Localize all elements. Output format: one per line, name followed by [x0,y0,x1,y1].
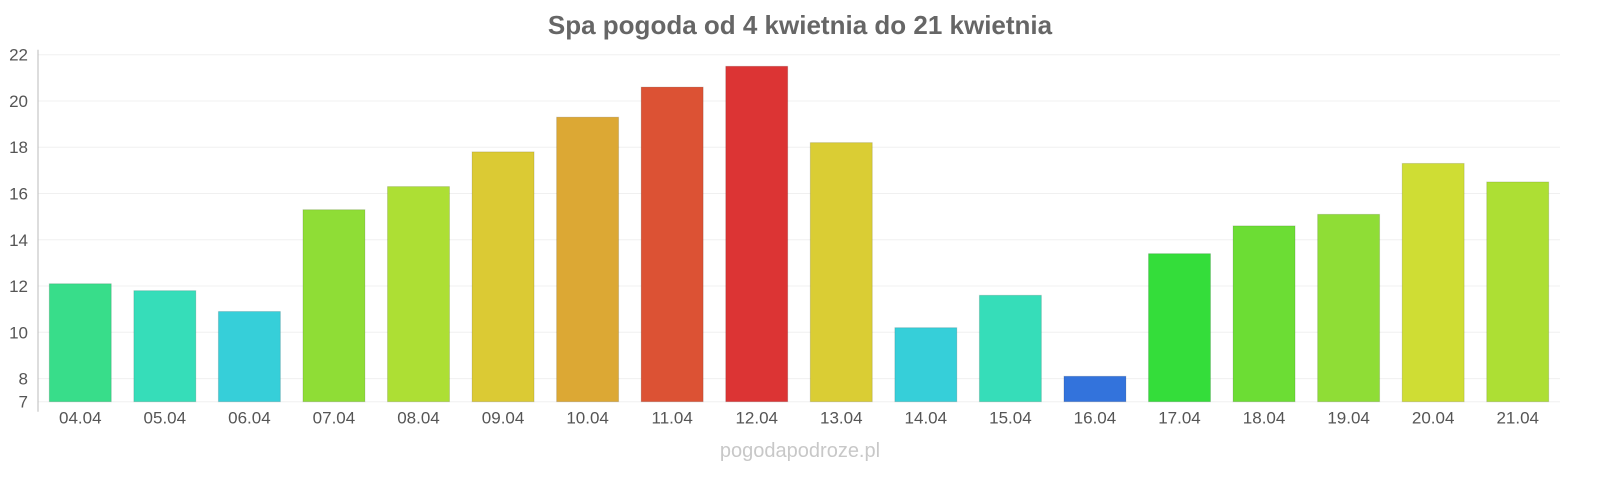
bar [133,290,197,403]
y-tick-label: 10 [9,323,28,342]
y-tick-label: 22 [9,46,28,65]
chart-title: Spa pogoda od 4 kwietnia do 21 kwietnia [547,10,1053,40]
y-tick-label: 14 [9,231,28,250]
y-tick-label: 12 [9,277,28,296]
x-tick-label: 14.04 [905,409,948,428]
bar [1486,181,1550,403]
x-tick-label: 21.04 [1496,409,1539,428]
bar [302,209,366,403]
y-tick-label: 18 [9,138,28,157]
bar [556,116,620,403]
y-tick-label: 16 [9,185,28,204]
bar [1317,213,1381,403]
bar [48,283,112,403]
x-tick-label: 16.04 [1074,409,1117,428]
bar [217,310,281,403]
bar [1401,162,1465,403]
bar [471,151,535,403]
x-tick-label: 15.04 [989,409,1032,428]
bar [387,186,450,403]
bar [1232,225,1296,403]
x-tick-label: 19.04 [1327,409,1370,428]
bar [1063,375,1127,403]
y-tick-label: 8 [19,370,28,389]
watermark: pogodapodroze.pl [719,440,881,462]
x-tick-label: 18.04 [1243,409,1286,428]
x-tick-label: 08.04 [397,409,440,428]
x-tick-label: 13.04 [820,409,863,428]
x-tick-label: 05.04 [144,409,187,428]
bar [640,86,704,403]
x-tick-label: 04.04 [59,409,102,428]
x-tick-label: 12.04 [735,409,778,428]
y-tick-label: 7 [19,393,28,412]
bar [725,65,789,403]
x-tick-label: 11.04 [652,409,693,428]
bar [1148,253,1211,403]
y-tick-label: 20 [9,92,28,111]
x-tick-label: 09.04 [482,409,525,428]
x-tick-label: 10.04 [566,409,609,428]
x-tick-label: 20.04 [1412,409,1455,428]
bar [978,294,1042,403]
x-tick-label: 06.04 [228,409,271,428]
x-tick-label: 07.04 [313,409,356,428]
bar [809,142,873,403]
x-tick-label: 17.04 [1158,409,1201,428]
bar [894,327,958,403]
